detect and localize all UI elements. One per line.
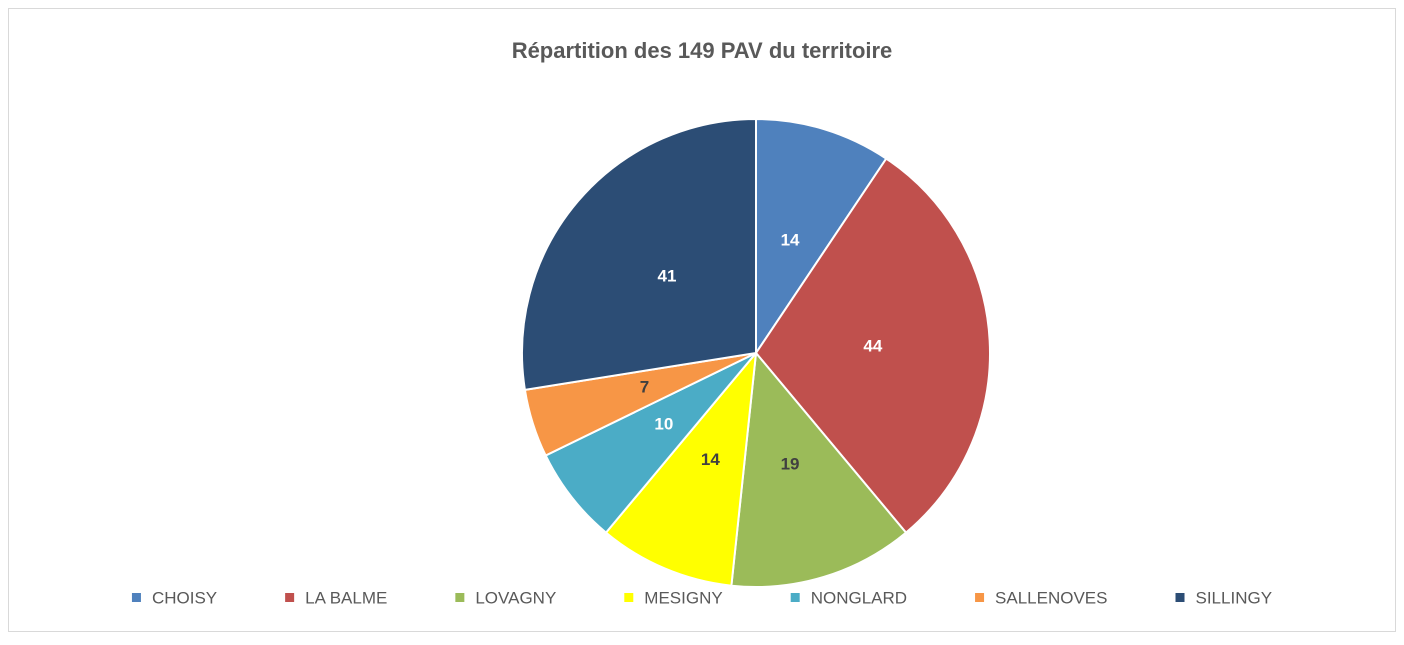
legend-swatch — [455, 593, 465, 602]
data-label: 19 — [781, 454, 800, 473]
legend-label: LOVAGNY — [475, 588, 556, 607]
pie-slice — [604, 349, 758, 587]
legend-swatch — [790, 593, 800, 602]
data-label: 44 — [863, 336, 882, 355]
pie-slice — [730, 350, 908, 588]
pie-slice — [754, 157, 991, 535]
data-label: 14 — [781, 231, 800, 250]
data-label: 41 — [658, 267, 677, 286]
chart-title: Répartition des 149 PAV du territoire — [512, 38, 893, 63]
data-label: 10 — [654, 415, 673, 434]
legend-label: SALLENOVES — [995, 588, 1107, 607]
legend-swatch — [624, 593, 634, 602]
data-label: 14 — [701, 450, 720, 469]
legend-label: NONGLARD — [811, 588, 907, 607]
legend-swatch — [131, 593, 141, 602]
data-label: 7 — [640, 378, 649, 397]
legend-label: MESIGNY — [644, 588, 722, 607]
legend-swatch — [285, 593, 295, 602]
legend-label: CHOISY — [152, 588, 217, 607]
pie-slice — [521, 117, 757, 391]
pie-slice — [755, 117, 888, 357]
legend-label: SILLINGY — [1196, 588, 1273, 607]
legend-swatch — [975, 593, 985, 602]
legend-label: LA BALME — [305, 588, 387, 607]
legend-swatch — [1175, 593, 1185, 602]
